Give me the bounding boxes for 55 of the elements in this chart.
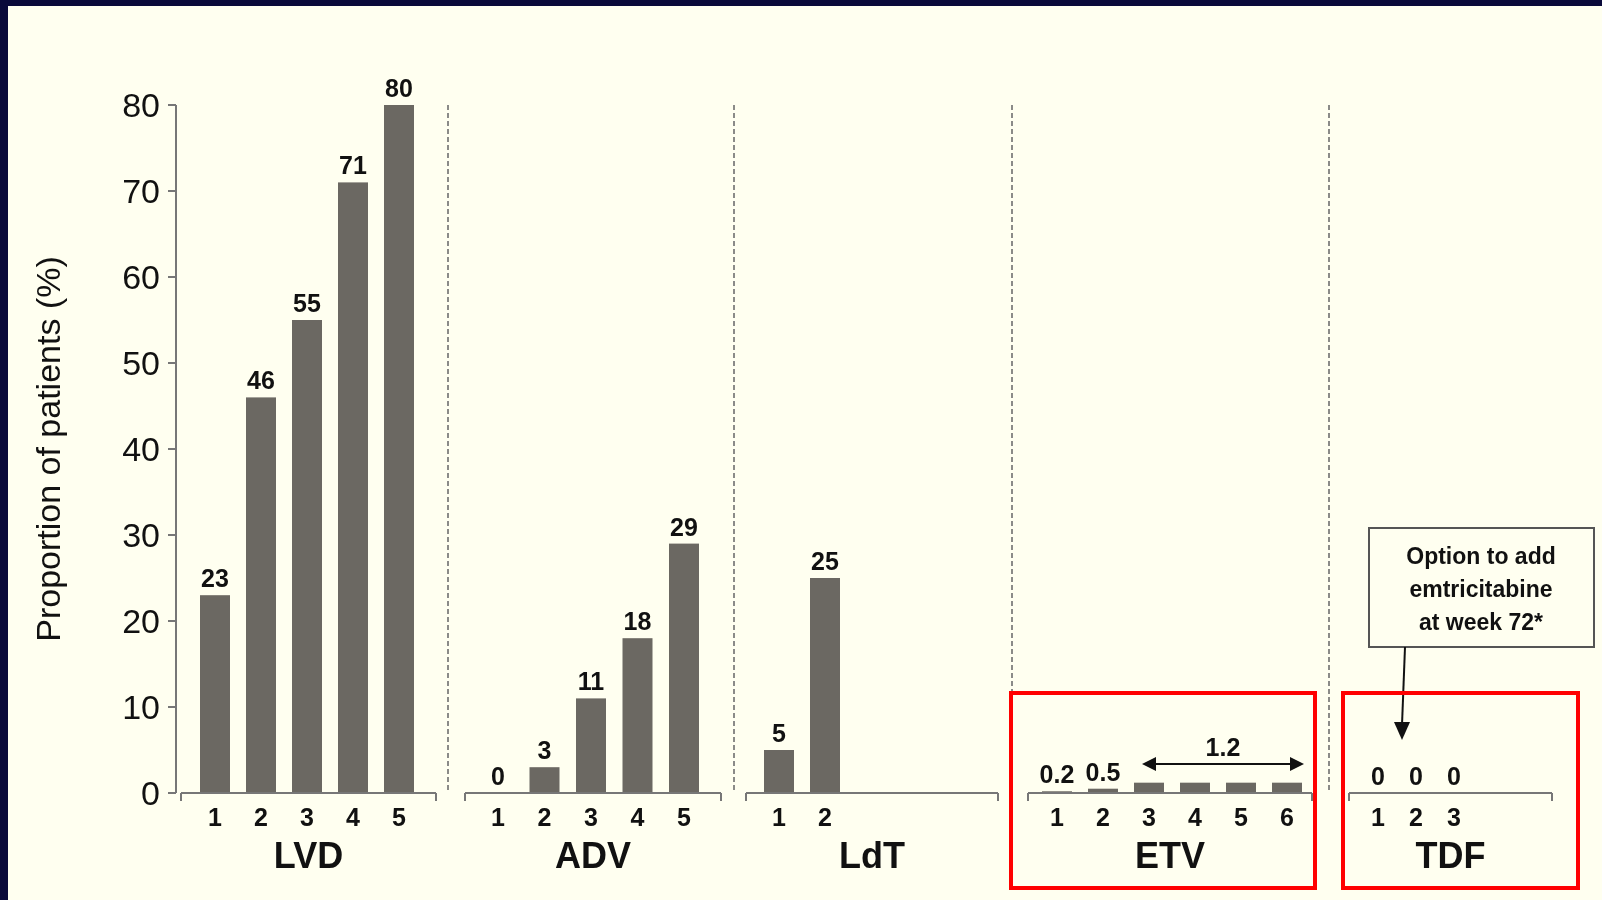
data-label: 0 xyxy=(491,762,505,790)
x-tick-label: 3 xyxy=(300,803,314,831)
x-tick-label: 6 xyxy=(1280,803,1294,831)
x-tick-label: 4 xyxy=(630,803,645,831)
y-tick-label: 80 xyxy=(122,85,160,124)
x-tick-label: 5 xyxy=(1234,803,1249,831)
x-tick-label: 2 xyxy=(254,803,268,831)
data-label: 18 xyxy=(623,607,652,636)
x-tick-label: 3 xyxy=(1142,803,1156,831)
annotation: 1.2 xyxy=(1205,733,1241,761)
data-label: 29 xyxy=(670,512,698,541)
y-tick-label: 0 xyxy=(141,773,160,812)
data-label: 3 xyxy=(537,736,552,765)
x-tick-label: 5 xyxy=(392,803,407,831)
data-label: 23 xyxy=(201,564,229,593)
annotation: Option to add emtricitabine at week 72* xyxy=(1406,543,1556,635)
x-tick-label: 2 xyxy=(1409,803,1423,831)
x-tick-label: 1 xyxy=(208,803,223,831)
x-tick-label: 3 xyxy=(584,803,598,831)
x-tick-label: 1 xyxy=(491,803,506,831)
x-tick-label: 5 xyxy=(677,803,692,831)
data-label: 0 xyxy=(1447,762,1461,790)
y-tick-label: 30 xyxy=(122,515,160,554)
y-tick-label: 40 xyxy=(122,429,160,468)
data-label: 71 xyxy=(339,151,367,180)
x-tick-label: 2 xyxy=(818,803,832,831)
y-axis-title: Proportion of patients (%) xyxy=(29,256,67,642)
y-tick-label: 10 xyxy=(122,687,160,726)
data-label: 46 xyxy=(247,366,275,395)
y-tick-label: 50 xyxy=(122,343,160,382)
x-tick-label: 2 xyxy=(1096,803,1110,831)
y-tick-label: 60 xyxy=(122,257,160,296)
x-tick-label: 4 xyxy=(1188,803,1203,831)
data-label: 55 xyxy=(293,289,321,317)
x-axis-title: LdT xyxy=(839,835,905,876)
x-tick-label: 1 xyxy=(1050,803,1065,831)
x-axis-title: ETV xyxy=(1134,835,1206,876)
x-axis-title: TDF xyxy=(1415,835,1486,876)
data-label: 25 xyxy=(811,547,839,575)
y-tick-label: 20 xyxy=(122,601,160,640)
x-tick-label: 3 xyxy=(1447,803,1461,831)
data-label: 80 xyxy=(385,74,413,102)
x-axis-title: ADV xyxy=(554,835,632,876)
data-label: 0 xyxy=(1409,762,1423,790)
data-label: 0 xyxy=(1371,762,1385,790)
data-label: 11 xyxy=(577,667,605,696)
x-tick-label: 4 xyxy=(346,803,361,831)
x-tick-label: 1 xyxy=(1371,803,1386,831)
data-label: 0.2 xyxy=(1039,760,1075,789)
data-label: 5 xyxy=(772,719,787,747)
x-tick-label: 1 xyxy=(772,803,787,831)
data-label: 0.5 xyxy=(1085,757,1121,786)
x-tick-label: 2 xyxy=(537,803,552,831)
y-tick-label: 70 xyxy=(122,171,160,210)
x-axis-title: LVD xyxy=(273,835,344,876)
